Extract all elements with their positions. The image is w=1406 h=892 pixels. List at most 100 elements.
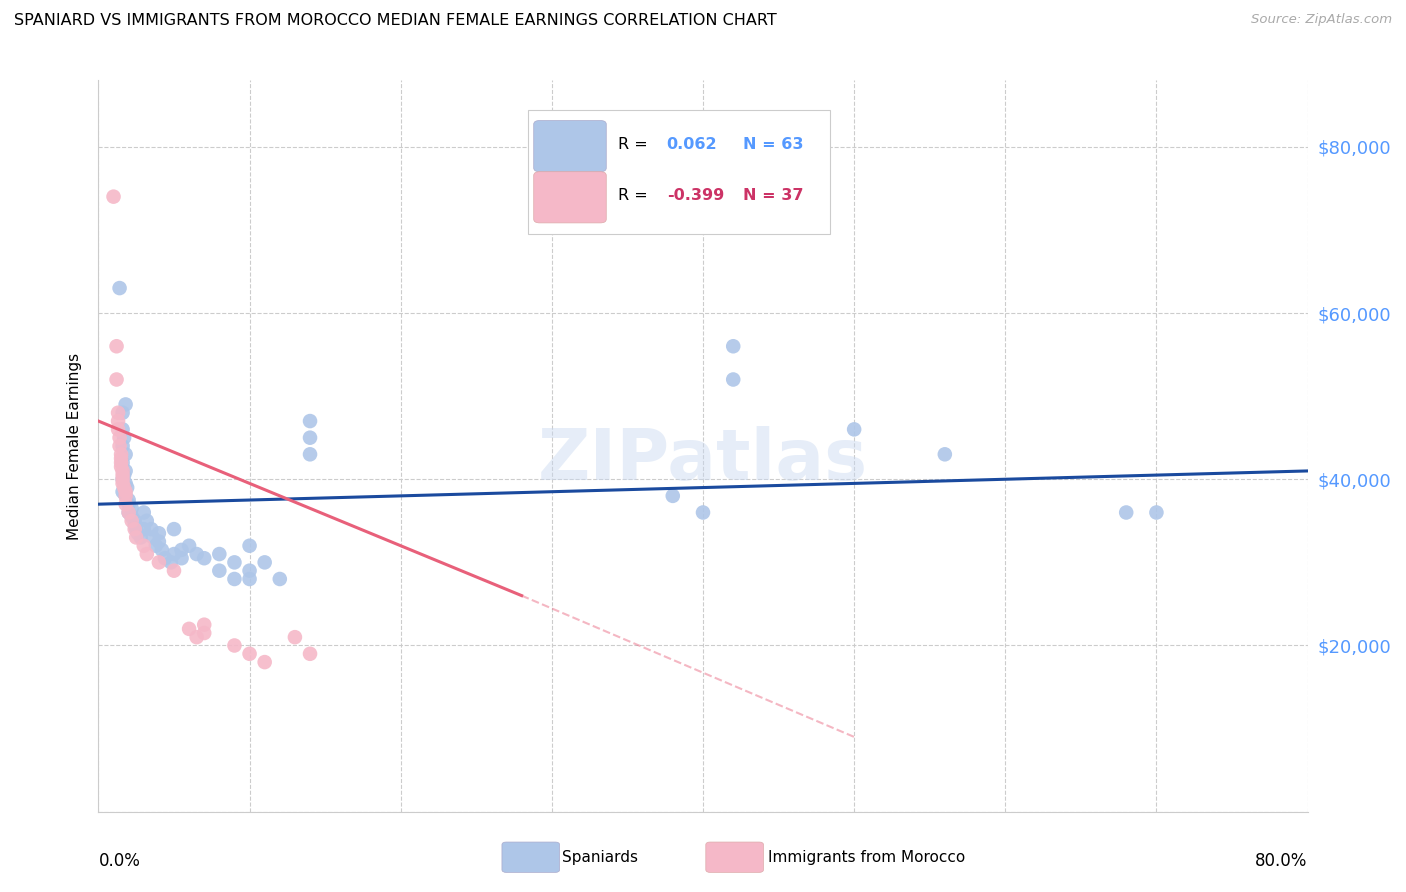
Point <box>111 422 134 436</box>
Point <box>111 472 134 486</box>
Point <box>112 468 135 483</box>
Point <box>110 447 132 461</box>
Point <box>125 522 148 536</box>
Point <box>112 481 135 495</box>
Point <box>170 542 193 557</box>
Point <box>111 406 134 420</box>
FancyBboxPatch shape <box>534 120 606 171</box>
Point <box>193 551 215 566</box>
Text: ZIPatlas: ZIPatlas <box>538 426 868 495</box>
FancyBboxPatch shape <box>534 171 606 223</box>
Point <box>111 439 134 453</box>
Point <box>224 572 246 586</box>
Point <box>934 447 956 461</box>
Point <box>142 530 165 544</box>
Point <box>114 476 136 491</box>
Point <box>132 506 155 520</box>
Point <box>723 372 745 386</box>
Point <box>208 547 231 561</box>
Point <box>118 506 141 520</box>
Point <box>170 551 193 566</box>
Point <box>107 406 129 420</box>
Point <box>125 530 148 544</box>
Point <box>186 630 208 644</box>
Point <box>114 497 136 511</box>
Text: 0.062: 0.062 <box>666 137 717 153</box>
Point <box>114 489 136 503</box>
Point <box>105 372 128 386</box>
Text: Spaniards: Spaniards <box>562 850 638 864</box>
Point <box>239 539 262 553</box>
Point <box>239 647 262 661</box>
Point <box>110 451 132 466</box>
Text: 0.0%: 0.0% <box>98 852 141 870</box>
Point <box>1115 506 1137 520</box>
Point <box>111 468 134 483</box>
Text: SPANIARD VS IMMIGRANTS FROM MOROCCO MEDIAN FEMALE EARNINGS CORRELATION CHART: SPANIARD VS IMMIGRANTS FROM MOROCCO MEDI… <box>14 13 776 29</box>
Point <box>121 514 143 528</box>
Point <box>127 526 149 541</box>
Point <box>163 547 186 561</box>
Point <box>114 447 136 461</box>
Point <box>129 530 152 544</box>
Point <box>118 506 141 520</box>
Point <box>150 542 173 557</box>
Point <box>103 189 125 203</box>
Point <box>299 647 322 661</box>
Point <box>110 456 132 470</box>
Point <box>124 518 146 533</box>
Text: 80.0%: 80.0% <box>1256 852 1308 870</box>
Point <box>111 476 134 491</box>
Y-axis label: Median Female Earnings: Median Female Earnings <box>67 352 83 540</box>
Point <box>269 572 291 586</box>
Point <box>105 339 128 353</box>
Point <box>224 639 246 653</box>
Point <box>108 439 131 453</box>
Point <box>132 522 155 536</box>
Point <box>135 514 157 528</box>
Point <box>193 626 215 640</box>
Text: N = 37: N = 37 <box>742 188 803 203</box>
Point <box>662 489 685 503</box>
Point <box>124 514 146 528</box>
Text: Source: ZipAtlas.com: Source: ZipAtlas.com <box>1251 13 1392 27</box>
Point <box>118 497 141 511</box>
Point <box>299 447 322 461</box>
Point <box>111 456 134 470</box>
Point <box>114 397 136 411</box>
Point <box>108 281 131 295</box>
Point <box>163 564 186 578</box>
Point <box>179 539 201 553</box>
Point <box>107 422 129 436</box>
Point <box>148 534 170 549</box>
Text: R =: R = <box>619 137 648 153</box>
Point <box>112 431 135 445</box>
Point <box>121 501 143 516</box>
Point <box>107 414 129 428</box>
Point <box>115 481 138 495</box>
Point <box>111 484 134 499</box>
Point <box>153 551 176 566</box>
Point <box>253 655 276 669</box>
Point <box>148 555 170 569</box>
Point <box>110 459 132 474</box>
Point <box>111 464 134 478</box>
Point <box>163 522 186 536</box>
Point <box>132 539 155 553</box>
Point <box>224 555 246 569</box>
Point <box>141 522 163 536</box>
Point <box>239 564 262 578</box>
Point <box>844 422 866 436</box>
Point <box>114 489 136 503</box>
Text: Immigrants from Morocco: Immigrants from Morocco <box>768 850 965 864</box>
FancyBboxPatch shape <box>527 110 830 234</box>
Point <box>148 526 170 541</box>
Point <box>114 464 136 478</box>
Point <box>108 431 131 445</box>
Point <box>723 339 745 353</box>
Point <box>124 522 146 536</box>
Point <box>186 547 208 561</box>
Point <box>299 431 322 445</box>
Point <box>118 493 141 508</box>
Point <box>193 617 215 632</box>
